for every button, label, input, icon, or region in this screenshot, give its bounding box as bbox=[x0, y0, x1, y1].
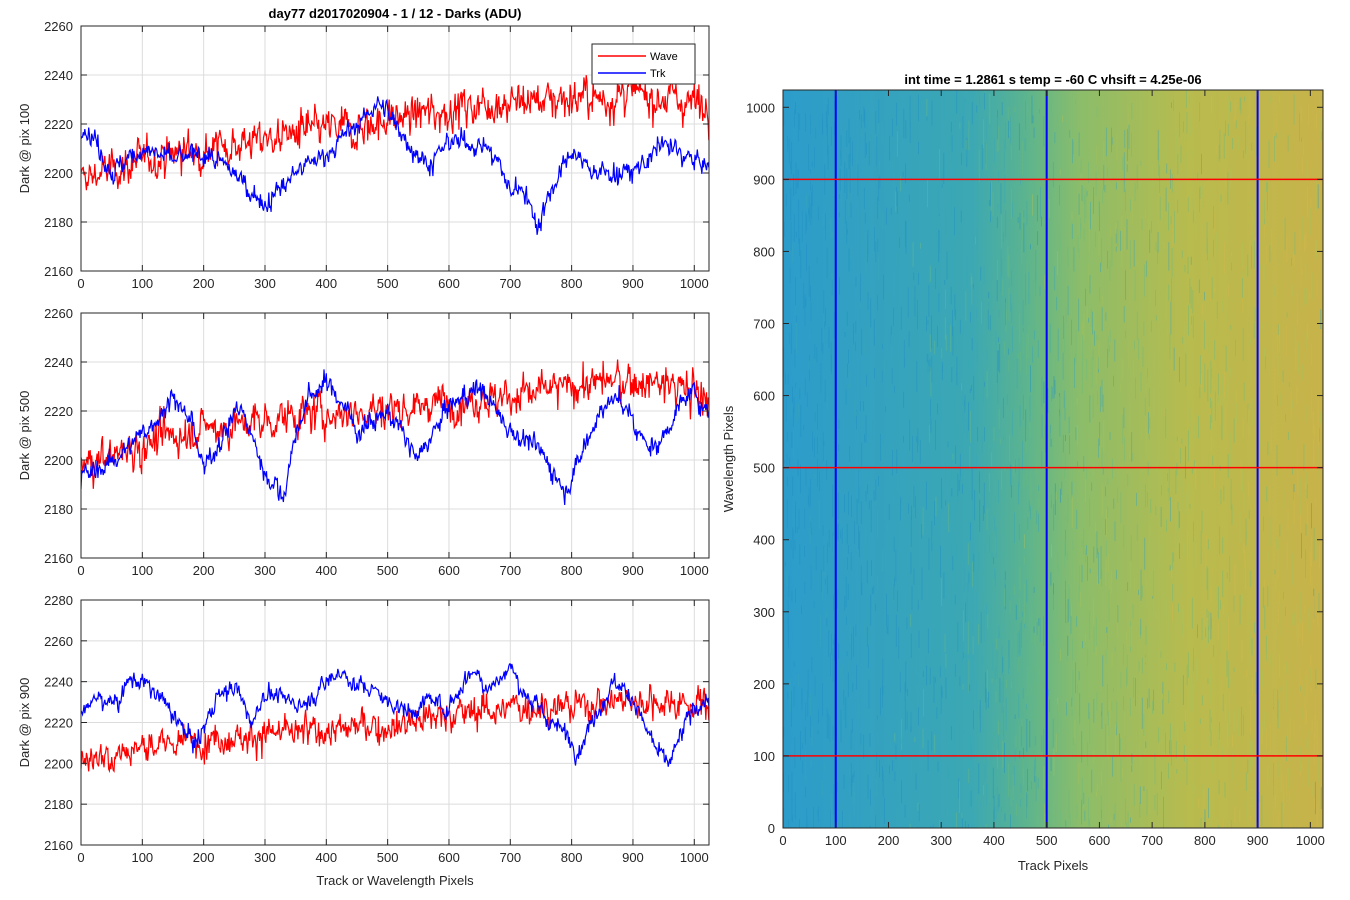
series-line-trk bbox=[81, 96, 709, 235]
x-tick-label: 600 bbox=[438, 563, 460, 578]
x-tick-label: 600 bbox=[1089, 833, 1111, 848]
x-tick-label: 200 bbox=[878, 833, 900, 848]
y-tick-label: 2200 bbox=[44, 756, 73, 771]
x-tick-label: 200 bbox=[193, 563, 215, 578]
y-tick-label: 2180 bbox=[44, 502, 73, 517]
y-axis-label: Wavelength Pixels bbox=[721, 405, 736, 512]
heatmap-noise bbox=[782, 90, 1324, 828]
x-tick-label: 400 bbox=[315, 563, 337, 578]
x-tick-label: 700 bbox=[499, 850, 521, 865]
y-tick-label: 2240 bbox=[44, 675, 73, 690]
x-tick-label: 500 bbox=[1036, 833, 1058, 848]
y-tick-label: 2220 bbox=[44, 404, 73, 419]
x-tick-label: 900 bbox=[622, 850, 644, 865]
x-tick-label: 600 bbox=[438, 850, 460, 865]
y-tick-label: 2260 bbox=[44, 19, 73, 34]
y-tick-label: 0 bbox=[768, 821, 775, 836]
y-tick-label: 2260 bbox=[44, 306, 73, 321]
x-tick-label: 500 bbox=[377, 563, 399, 578]
x-tick-label: 100 bbox=[131, 276, 153, 291]
y-tick-label: 2200 bbox=[44, 453, 73, 468]
x-tick-label: 700 bbox=[499, 276, 521, 291]
heatmap-subplot: 0 100 200 300 400 500 600 700 800 900 1000 0 100 200 3… bbox=[721, 72, 1325, 873]
series-line-trk bbox=[81, 663, 709, 767]
legend-label-trk: Trk bbox=[650, 68, 666, 80]
y-tick-label: 2160 bbox=[44, 551, 73, 566]
line-subplot-2: 0 100 200 300 400 500 600 700 800 900 1000 2160 2180… bbox=[17, 306, 710, 578]
x-tick-label: 300 bbox=[254, 850, 276, 865]
x-axis-label: Track Pixels bbox=[1018, 858, 1089, 873]
y-tick-label: 500 bbox=[753, 461, 775, 476]
y-tick-label: 2160 bbox=[44, 264, 73, 279]
y-tick-label: 200 bbox=[753, 677, 775, 692]
x-tick-label: 800 bbox=[1194, 833, 1216, 848]
series-line-trk bbox=[81, 369, 709, 506]
y-tick-label: 2220 bbox=[44, 117, 73, 132]
x-tick-label: 800 bbox=[561, 850, 583, 865]
x-tick-label: 700 bbox=[499, 563, 521, 578]
x-tick-label: 900 bbox=[1247, 833, 1269, 848]
x-tick-label: 1000 bbox=[1296, 833, 1325, 848]
x-tick-label: 900 bbox=[622, 276, 644, 291]
x-tick-label: 100 bbox=[131, 563, 153, 578]
axes-box bbox=[80, 25, 710, 272]
x-tick-label: 0 bbox=[779, 833, 786, 848]
y-tick-label: 700 bbox=[753, 317, 775, 332]
x-tick-label: 1000 bbox=[680, 276, 709, 291]
y-axis-label: Dark @ pix 100 bbox=[17, 104, 32, 194]
y-tick-label: 400 bbox=[753, 533, 775, 548]
x-tick-label: 1000 bbox=[680, 850, 709, 865]
x-tick-label: 300 bbox=[254, 276, 276, 291]
line-subplot-3: 0 100 200 300 400 500 600 700 800 900 1000 2160 2180… bbox=[17, 593, 710, 888]
series-line-wave bbox=[81, 359, 709, 489]
x-tick-label: 800 bbox=[561, 276, 583, 291]
x-tick-label: 800 bbox=[561, 563, 583, 578]
y-tick-label: 100 bbox=[753, 749, 775, 764]
x-tick-label: 0 bbox=[77, 276, 84, 291]
x-tick-label: 700 bbox=[1141, 833, 1163, 848]
x-tick-label: 200 bbox=[193, 850, 215, 865]
axes-box bbox=[80, 312, 710, 559]
x-tick-label: 400 bbox=[315, 276, 337, 291]
line-subplot-1: 0 100 200 300 400 500 600 700 800 900 1000 2160 2180… bbox=[17, 19, 710, 291]
y-tick-label: 2200 bbox=[44, 166, 73, 181]
y-tick-label: 2280 bbox=[44, 593, 73, 608]
y-tick-label: 2160 bbox=[44, 838, 73, 853]
x-tick-label: 600 bbox=[438, 276, 460, 291]
x-tick-label: 200 bbox=[193, 276, 215, 291]
legend: Wave Trk bbox=[591, 43, 696, 85]
y-tick-label: 300 bbox=[753, 605, 775, 620]
y-tick-label: 1000 bbox=[746, 100, 775, 115]
figure-title: day77 d2017020904 - 1 / 12 - Darks (ADU) bbox=[269, 6, 522, 21]
y-tick-label: 2240 bbox=[44, 68, 73, 83]
y-tick-label: 2180 bbox=[44, 797, 73, 812]
y-tick-label: 2220 bbox=[44, 716, 73, 731]
x-tick-label: 100 bbox=[825, 833, 847, 848]
y-tick-label: 800 bbox=[753, 244, 775, 259]
heatmap-title: int time = 1.2861 s temp = -60 C vhsift … bbox=[904, 72, 1201, 87]
legend-box bbox=[591, 43, 696, 85]
x-tick-label: 300 bbox=[930, 833, 952, 848]
x-tick-label: 500 bbox=[377, 850, 399, 865]
x-tick-label: 500 bbox=[377, 276, 399, 291]
x-tick-label: 900 bbox=[622, 563, 644, 578]
y-axis-label: Dark @ pix 900 bbox=[17, 678, 32, 768]
x-axis-label: Track or Wavelength Pixels bbox=[316, 873, 474, 888]
legend-label-wave: Wave bbox=[650, 51, 678, 63]
axes-box bbox=[782, 89, 1324, 829]
y-tick-label: 2260 bbox=[44, 634, 73, 649]
x-tick-label: 0 bbox=[77, 850, 84, 865]
y-tick-label: 600 bbox=[753, 389, 775, 404]
x-tick-label: 300 bbox=[254, 563, 276, 578]
x-tick-label: 1000 bbox=[680, 563, 709, 578]
x-tick-label: 400 bbox=[983, 833, 1005, 848]
y-tick-label: 2240 bbox=[44, 355, 73, 370]
y-axis-label: Dark @ pix 500 bbox=[17, 391, 32, 481]
x-tick-label: 100 bbox=[131, 850, 153, 865]
y-tick-label: 900 bbox=[753, 172, 775, 187]
x-tick-label: 400 bbox=[315, 850, 337, 865]
x-tick-label: 0 bbox=[77, 563, 84, 578]
y-tick-label: 2180 bbox=[44, 215, 73, 230]
